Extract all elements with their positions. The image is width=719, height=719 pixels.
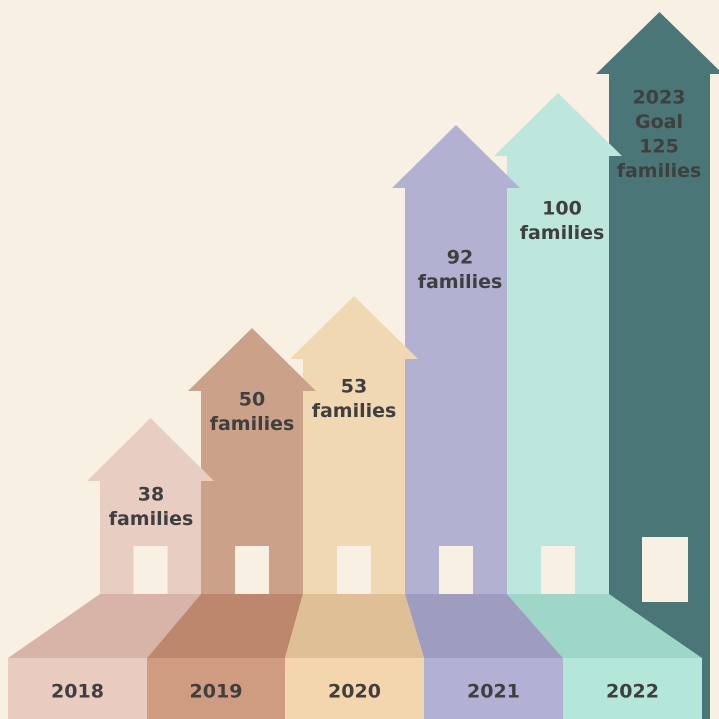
- house-label: 53: [341, 376, 367, 398]
- house-label: families: [312, 400, 397, 422]
- house-label: families: [210, 413, 295, 435]
- house-label: families: [617, 160, 702, 182]
- house-label: 2023: [633, 87, 686, 109]
- house: [87, 418, 214, 594]
- floor: [8, 594, 201, 658]
- house: [392, 125, 520, 594]
- floor: [405, 594, 563, 658]
- year-label: 2018: [51, 681, 104, 703]
- house-label: Goal: [635, 111, 683, 133]
- door: [541, 546, 575, 594]
- year-label: 2021: [467, 681, 520, 703]
- door: [337, 546, 371, 594]
- house-label: families: [418, 271, 503, 293]
- year-band: [8, 658, 147, 719]
- year-band: [285, 658, 424, 719]
- house-label: 100: [542, 198, 582, 220]
- house: [494, 93, 622, 594]
- year-band: [147, 658, 285, 719]
- house-label: 50: [239, 389, 265, 411]
- house-label: 92: [447, 247, 473, 269]
- house-label: families: [109, 508, 194, 530]
- year-band: [563, 658, 702, 719]
- year-band: [424, 658, 563, 719]
- door: [439, 546, 473, 594]
- year-label: 2020: [328, 681, 381, 703]
- year-label: 2022: [606, 681, 659, 703]
- house-label: 125: [639, 136, 679, 158]
- house-label: families: [520, 222, 605, 244]
- door: [235, 546, 269, 594]
- house: [188, 328, 316, 594]
- floor: [285, 594, 424, 658]
- year-label: 2019: [190, 681, 243, 703]
- floor: [147, 594, 303, 658]
- house: [596, 12, 719, 719]
- house-label: 38: [138, 484, 164, 506]
- floor: [507, 594, 702, 658]
- door: [133, 546, 168, 594]
- house: [290, 296, 418, 594]
- door: [642, 537, 688, 602]
